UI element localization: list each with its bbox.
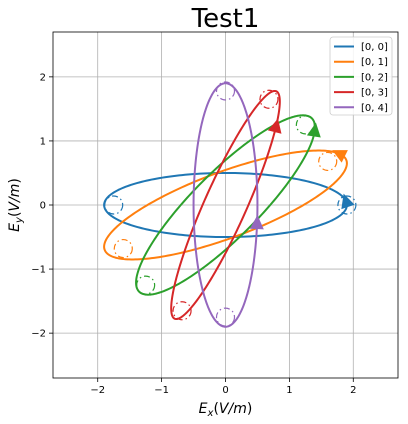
series-line (170, 89, 281, 321)
dashdot-marker (172, 301, 192, 321)
x-tick-label: −2 (90, 385, 105, 396)
legend-label: [0, 3] (361, 88, 388, 99)
y-axis-label: Ey(V/m) (7, 178, 25, 232)
series-0 (103, 171, 357, 239)
direction-arrow (249, 215, 264, 230)
direction-arrow (341, 193, 355, 210)
dashdot-marker (136, 275, 156, 295)
direction-arrow (332, 150, 348, 163)
legend: [0, 0] [0, 1] [0, 2] [0, 3] [0, 4] (329, 36, 393, 116)
chart-title: Test1 (191, 4, 260, 34)
x-tick-label: −1 (154, 385, 169, 396)
y-tick-label: 1 (40, 136, 46, 147)
dashdot-marker (215, 307, 236, 327)
legend-box (329, 36, 393, 116)
y-tick-label: −2 (31, 329, 46, 340)
series-line (103, 149, 348, 261)
y-tick-label: −1 (31, 265, 46, 276)
dashdot-marker (113, 238, 133, 259)
series-1 (103, 149, 348, 261)
legend-label: [0, 2] (361, 72, 388, 83)
dashdot-marker (337, 195, 357, 215)
series-line (192, 82, 259, 328)
dashdot-marker (215, 81, 236, 101)
dashdot-marker (318, 151, 338, 172)
series-2 (135, 114, 321, 296)
series-3 (170, 89, 282, 321)
legend-label: [0, 1] (361, 57, 388, 68)
series-line (135, 114, 316, 296)
y-tick-label: 0 (40, 201, 46, 212)
dashdot-marker (259, 89, 279, 109)
dashdot-marker (104, 195, 124, 215)
x-axis-label: Ex(V/m) (199, 401, 253, 419)
series-layer (103, 81, 357, 328)
direction-arrow (306, 122, 321, 138)
x-tick-label: 1 (286, 385, 292, 396)
legend-label: [0, 4] (361, 103, 388, 114)
x-tick-label: 0 (222, 385, 228, 396)
y-tick-label: 2 (40, 72, 46, 83)
ticks: −2 −1 0 1 2 −2 −1 0 1 2 (31, 72, 356, 396)
direction-arrow (267, 118, 282, 134)
x-tick-label: 2 (350, 385, 356, 396)
legend-label: [0, 0] (361, 42, 388, 53)
series-4 (192, 81, 264, 328)
